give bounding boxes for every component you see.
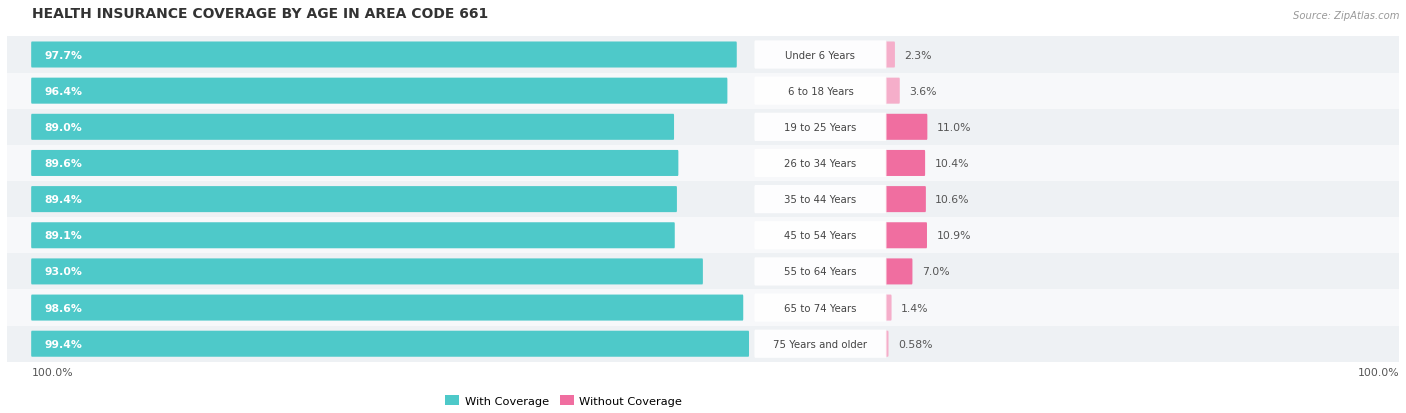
Text: 55 to 64 Years: 55 to 64 Years <box>785 267 856 277</box>
FancyBboxPatch shape <box>886 78 900 104</box>
FancyBboxPatch shape <box>31 43 737 69</box>
Text: Under 6 Years: Under 6 Years <box>786 50 855 60</box>
Text: 100.0%: 100.0% <box>32 367 73 377</box>
FancyBboxPatch shape <box>755 77 886 105</box>
FancyBboxPatch shape <box>7 326 1399 362</box>
Text: 35 to 44 Years: 35 to 44 Years <box>785 195 856 204</box>
FancyBboxPatch shape <box>755 294 886 322</box>
FancyBboxPatch shape <box>31 78 727 104</box>
FancyBboxPatch shape <box>755 258 886 286</box>
Text: 1.4%: 1.4% <box>901 303 928 313</box>
Text: 0.58%: 0.58% <box>898 339 932 349</box>
Text: 98.6%: 98.6% <box>44 303 82 313</box>
FancyBboxPatch shape <box>7 254 1399 290</box>
Text: 10.9%: 10.9% <box>936 231 970 241</box>
FancyBboxPatch shape <box>886 114 928 140</box>
FancyBboxPatch shape <box>7 109 1399 145</box>
FancyBboxPatch shape <box>755 41 886 69</box>
Text: 7.0%: 7.0% <box>922 267 949 277</box>
FancyBboxPatch shape <box>886 331 889 357</box>
Text: 2.3%: 2.3% <box>904 50 932 60</box>
Text: 6 to 18 Years: 6 to 18 Years <box>787 86 853 96</box>
Text: HEALTH INSURANCE COVERAGE BY AGE IN AREA CODE 661: HEALTH INSURANCE COVERAGE BY AGE IN AREA… <box>32 7 488 21</box>
FancyBboxPatch shape <box>31 151 678 176</box>
FancyBboxPatch shape <box>755 114 886 142</box>
FancyBboxPatch shape <box>31 223 675 249</box>
FancyBboxPatch shape <box>7 37 1399 74</box>
Text: 65 to 74 Years: 65 to 74 Years <box>785 303 856 313</box>
FancyBboxPatch shape <box>31 295 744 321</box>
Text: 96.4%: 96.4% <box>44 86 82 96</box>
Text: 99.4%: 99.4% <box>44 339 82 349</box>
FancyBboxPatch shape <box>7 182 1399 218</box>
FancyBboxPatch shape <box>31 259 703 285</box>
Text: 10.6%: 10.6% <box>935 195 970 204</box>
FancyBboxPatch shape <box>7 290 1399 326</box>
Text: 89.4%: 89.4% <box>44 195 82 204</box>
FancyBboxPatch shape <box>886 187 927 213</box>
FancyBboxPatch shape <box>755 330 886 358</box>
FancyBboxPatch shape <box>886 43 894 69</box>
FancyBboxPatch shape <box>7 218 1399 254</box>
FancyBboxPatch shape <box>886 223 927 249</box>
FancyBboxPatch shape <box>755 185 886 214</box>
Text: 75 Years and older: 75 Years and older <box>773 339 868 349</box>
Text: 26 to 34 Years: 26 to 34 Years <box>785 159 856 169</box>
FancyBboxPatch shape <box>31 331 749 357</box>
Text: 45 to 54 Years: 45 to 54 Years <box>785 231 856 241</box>
Legend: With Coverage, Without Coverage: With Coverage, Without Coverage <box>440 391 688 411</box>
FancyBboxPatch shape <box>31 187 676 213</box>
FancyBboxPatch shape <box>886 151 925 176</box>
Text: 89.0%: 89.0% <box>44 123 82 133</box>
Text: 89.1%: 89.1% <box>44 231 82 241</box>
Text: 100.0%: 100.0% <box>1357 367 1399 377</box>
FancyBboxPatch shape <box>7 145 1399 182</box>
Text: 11.0%: 11.0% <box>936 123 972 133</box>
Text: 19 to 25 Years: 19 to 25 Years <box>785 123 856 133</box>
Text: 97.7%: 97.7% <box>44 50 82 60</box>
Text: 3.6%: 3.6% <box>910 86 936 96</box>
FancyBboxPatch shape <box>31 114 673 140</box>
FancyBboxPatch shape <box>755 222 886 250</box>
Text: Source: ZipAtlas.com: Source: ZipAtlas.com <box>1292 11 1399 21</box>
Text: 93.0%: 93.0% <box>44 267 82 277</box>
Text: 10.4%: 10.4% <box>935 159 969 169</box>
FancyBboxPatch shape <box>886 259 912 285</box>
FancyBboxPatch shape <box>886 295 891 321</box>
Text: 89.6%: 89.6% <box>44 159 82 169</box>
FancyBboxPatch shape <box>7 74 1399 109</box>
FancyBboxPatch shape <box>755 150 886 178</box>
